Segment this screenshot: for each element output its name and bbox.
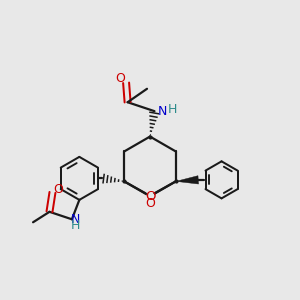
- Text: O: O: [115, 72, 125, 85]
- Text: H: H: [71, 219, 80, 232]
- Text: O: O: [145, 190, 155, 203]
- Polygon shape: [176, 176, 199, 184]
- Text: N: N: [71, 213, 80, 226]
- Text: O: O: [53, 183, 63, 196]
- Text: H: H: [168, 103, 177, 116]
- Text: N: N: [158, 105, 167, 118]
- Text: O: O: [145, 197, 155, 210]
